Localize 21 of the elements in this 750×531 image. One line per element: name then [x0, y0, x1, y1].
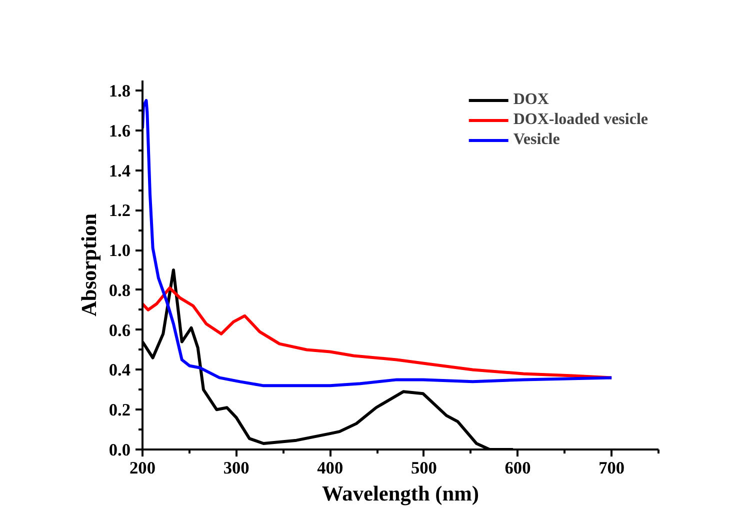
- legend-label: DOX: [513, 91, 549, 109]
- y-tick-label: 0.2: [108, 400, 131, 420]
- legend-label: DOX-loaded vesicle: [513, 111, 648, 129]
- y-tick-label: 0.4: [108, 360, 131, 380]
- y-tick-label: 1.0: [108, 241, 131, 260]
- y-tick-label: 0.0: [108, 440, 131, 460]
- x-tick-label: 400: [317, 458, 344, 478]
- y-tick-label: 1.6: [108, 121, 131, 140]
- y-tick-label: 1.8: [108, 81, 131, 100]
- y-tick-label: 1.4: [108, 161, 131, 180]
- legend-label: Vesicle: [513, 131, 560, 149]
- y-tick-label: 0.6: [108, 320, 131, 340]
- x-axis-title: Wavelength (nm): [322, 482, 480, 506]
- y-axis-title: Absorption: [76, 213, 101, 317]
- x-tick-label: 600: [504, 458, 531, 478]
- x-tick-label: 200: [130, 458, 156, 478]
- y-tick-label: 0.8: [108, 280, 131, 300]
- x-tick-label: 700: [598, 458, 625, 478]
- x-tick-label: 300: [223, 458, 250, 478]
- y-tick-label: 1.2: [108, 201, 131, 220]
- x-tick-label: 500: [410, 458, 437, 478]
